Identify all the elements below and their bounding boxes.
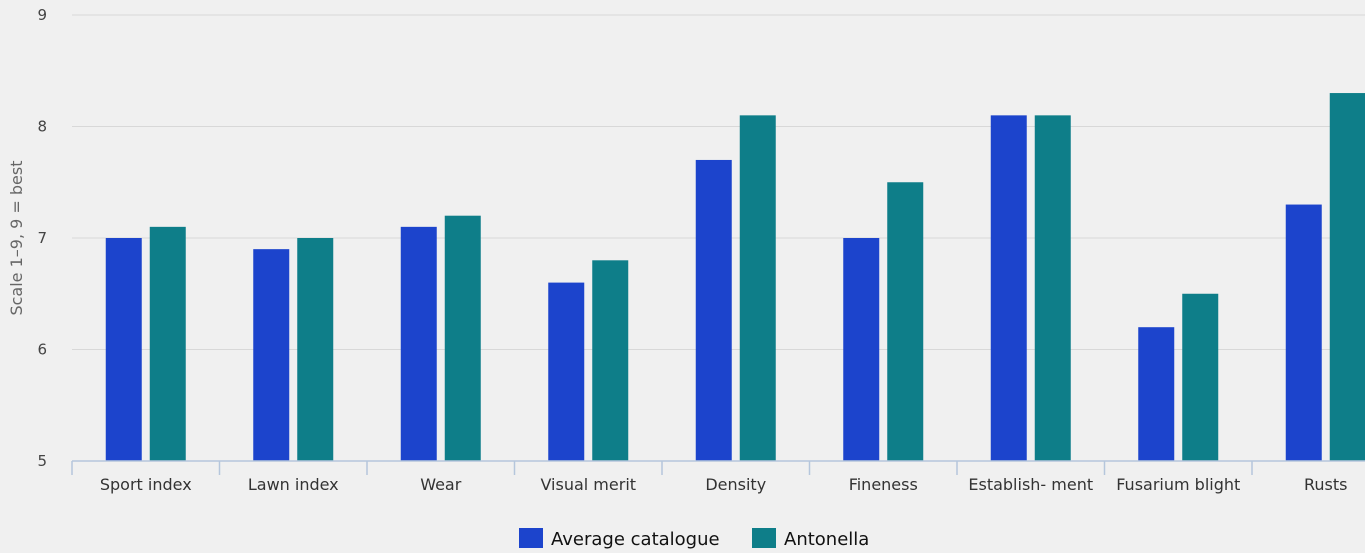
legend-item-antonella[interactable]: Antonella [752,528,869,550]
x-tick-label: Rusts [1304,475,1347,494]
y-tick-label: 7 [37,229,47,247]
legend-label: Antonella [784,529,869,550]
x-tick-label: Wear [420,475,462,494]
bar-antonella [1329,93,1365,462]
y-tick-label: 9 [37,6,47,24]
bar-average-catalogue [1285,204,1322,462]
bar-antonella [1182,293,1219,461]
bar-average-catalogue [105,238,142,461]
bar-average-catalogue [548,282,585,461]
x-tick-label: Lawn index [248,475,339,494]
x-tick-label: Sport index [100,475,192,494]
x-tick-label: Density [705,475,766,494]
bar-average-catalogue [400,226,437,461]
bar-average-catalogue [843,238,880,461]
bar-antonella [297,238,334,461]
y-axis-title: Scale 1–9, 9 = best [7,160,26,315]
bar-average-catalogue [1138,327,1175,461]
y-tick-label: 5 [37,452,47,470]
x-axis: Sport index Lawn index Wear Visual merit Den… [71,460,1365,494]
legend-label: Average catalogue [551,529,720,550]
bar-antonella [149,226,186,461]
bar-antonella [739,115,776,461]
y-axis-tick-labels: 5 6 7 8 9 [37,6,47,470]
bar-antonella [887,182,924,461]
x-tick-label: Establish- ment [968,475,1093,494]
bars [105,93,1365,462]
bar-antonella [592,260,629,461]
y-tick-label: 6 [37,341,47,359]
bar-antonella [444,215,481,461]
legend[interactable]: Average catalogue Antonella [519,528,869,550]
bar-average-catalogue [990,115,1027,461]
bar-average-catalogue [253,249,290,461]
bar-average-catalogue [695,159,732,461]
y-tick-label: 8 [37,118,47,136]
legend-swatch [752,528,776,548]
x-tick-label: Fusarium blight [1116,475,1240,494]
bar-antonella [1034,115,1071,461]
x-tick-label: Visual merit [540,475,636,494]
legend-item-average-catalogue[interactable]: Average catalogue [519,528,720,550]
legend-swatch [519,528,543,548]
x-tick-label: Fineness [849,475,918,494]
